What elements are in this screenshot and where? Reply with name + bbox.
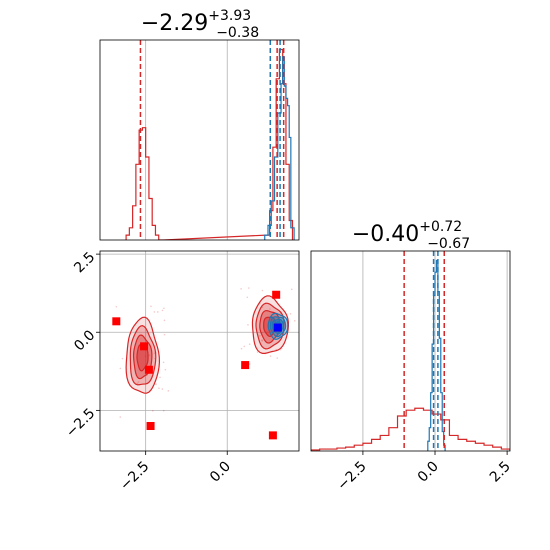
title-value: −0.40 xyxy=(352,222,419,247)
title-sub: −0.38 xyxy=(216,25,259,41)
background-point xyxy=(158,387,160,390)
y-tick-labels: 2.5 0.0 −2.5 xyxy=(63,249,100,441)
x-tick-label: −2.5 xyxy=(117,459,152,494)
histogram-panel-2: −2.5 0.0 2.5 −0.40+0.72 −0.67 xyxy=(310,219,514,494)
background-point xyxy=(261,340,264,342)
axes-frame xyxy=(99,39,300,241)
background-point xyxy=(248,287,250,289)
panel-2-title: −0.40+0.72 −0.67 xyxy=(352,219,470,252)
title-sup: +0.72 xyxy=(419,219,462,235)
red-square-marker xyxy=(140,342,149,351)
y-tick-label: 0.0 xyxy=(71,327,98,354)
background-point xyxy=(279,312,282,315)
background-point xyxy=(161,309,164,312)
histogram-series xyxy=(125,48,295,240)
background-point xyxy=(276,357,279,359)
background-point xyxy=(290,288,293,291)
axes-frame xyxy=(99,250,300,452)
red-square-marker xyxy=(241,361,250,370)
background-point xyxy=(136,382,139,385)
background-point xyxy=(240,347,243,350)
red-square-marker xyxy=(268,431,277,440)
background-point xyxy=(293,320,296,322)
background-point xyxy=(248,363,251,365)
background-point xyxy=(240,288,242,290)
background-point xyxy=(155,383,157,385)
histogram-step xyxy=(427,259,446,451)
background-point xyxy=(167,390,170,392)
background-point xyxy=(150,305,152,308)
background-point xyxy=(261,289,264,292)
red-square-marker xyxy=(144,365,153,374)
grid-lines xyxy=(145,40,228,240)
background-point xyxy=(161,388,164,390)
density-contours xyxy=(125,295,290,394)
background-point xyxy=(163,333,166,336)
markers xyxy=(112,290,282,440)
background-point xyxy=(119,367,122,370)
background-point xyxy=(261,339,263,341)
title-sub: −0.67 xyxy=(427,236,470,252)
background-point xyxy=(246,296,249,299)
x-tick-label: 0.0 xyxy=(415,459,442,486)
red-square-marker xyxy=(146,422,155,430)
x-tick-label: 0.0 xyxy=(207,459,234,486)
background-point xyxy=(256,351,259,353)
panel-1-title: −2.29+3.93 −0.38 xyxy=(141,8,259,41)
y-tick-label: 2.5 xyxy=(71,249,98,276)
background-point xyxy=(163,307,165,310)
background-point xyxy=(162,409,165,412)
joint-contour-panel: −2.5 0.0 2.5 0.0 −2.5 xyxy=(63,249,300,494)
axes-frame xyxy=(310,250,511,452)
background-point xyxy=(119,416,122,418)
background-point xyxy=(159,376,161,379)
background-point xyxy=(121,357,124,360)
x-tick-labels: −2.5 0.0 2.5 xyxy=(334,451,514,494)
background-point xyxy=(247,324,249,326)
background-point xyxy=(164,368,167,371)
background-point xyxy=(289,313,292,315)
background-point xyxy=(162,361,165,364)
x-tick-labels: −2.5 0.0 xyxy=(117,451,234,494)
background-point xyxy=(259,334,261,337)
x-tick-label: 2.5 xyxy=(487,459,514,486)
histogram-step xyxy=(125,48,294,240)
background-point xyxy=(248,343,251,346)
background-point xyxy=(144,355,147,357)
background-point xyxy=(156,311,159,313)
background-point xyxy=(269,308,271,310)
x-tick-label: −2.5 xyxy=(334,459,369,494)
background-point xyxy=(151,409,154,412)
histogram-step xyxy=(264,56,295,240)
quantile-lines xyxy=(403,251,445,451)
background-point xyxy=(153,311,156,313)
histogram-series xyxy=(311,259,510,451)
y-tick-label: −2.5 xyxy=(63,405,98,440)
title-sup: +3.93 xyxy=(208,8,251,24)
red-square-marker xyxy=(112,317,121,326)
background-point xyxy=(148,354,151,357)
background-point xyxy=(153,352,156,355)
background-point xyxy=(115,305,118,308)
blue-square-marker xyxy=(273,323,282,332)
red-square-marker xyxy=(272,290,281,299)
title-value: −2.29 xyxy=(141,11,208,36)
histogram-step xyxy=(311,407,510,451)
background-point xyxy=(243,345,246,348)
quantile-lines xyxy=(139,40,285,240)
background-point xyxy=(137,381,140,383)
background-point xyxy=(163,319,166,322)
background-point xyxy=(269,355,272,357)
histogram-panel-1: −2.29+3.93 −0.38 xyxy=(99,8,300,241)
